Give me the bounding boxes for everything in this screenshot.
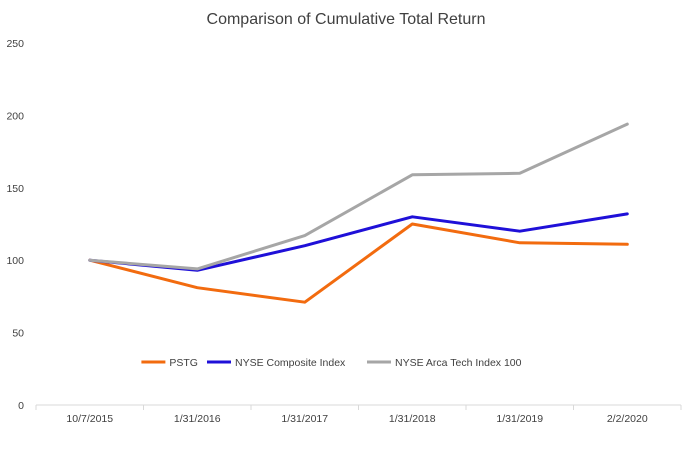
x-tick-label: 1/31/2016	[174, 413, 221, 425]
x-tick-label: 2/2/2020	[607, 413, 648, 425]
y-tick-label: 250	[6, 38, 24, 50]
legend-item: PSTG	[141, 357, 198, 369]
chart-title: Comparison of Cumulative Total Return	[207, 11, 486, 28]
x-tick-label: 10/7/2015	[66, 413, 113, 425]
series-line-pstg	[88, 222, 629, 304]
y-tick-label: 200	[6, 110, 24, 122]
y-tick-label: 100	[6, 255, 24, 267]
y-tick-label: 50	[12, 328, 24, 340]
y-tick-label: 150	[6, 183, 24, 195]
series-lines	[88, 122, 629, 304]
legend-label: NYSE Arca Tech Index 100	[395, 357, 522, 369]
y-axis-ticks: 0 50 100 150 200 250	[6, 38, 24, 412]
x-tick-label: 1/31/2018	[389, 413, 436, 425]
x-tick-label: 1/31/2019	[496, 413, 543, 425]
x-tick-label: 1/31/2017	[281, 413, 328, 425]
legend: PSTG NYSE Composite Index NYSE Arca Tech I…	[141, 357, 522, 369]
legend-item: NYSE Composite Index	[207, 357, 346, 369]
y-tick-label: 0	[18, 400, 24, 412]
series-line-nyse-arca-tech-index-100	[88, 122, 629, 271]
legend-label: NYSE Composite Index	[235, 357, 346, 369]
legend-item: NYSE Arca Tech Index 100	[367, 357, 522, 369]
x-axis-ticks: 10/7/2015 1/31/2016 1/31/2017 1/31/2018 1/31…	[35, 405, 682, 425]
legend-label: PSTG	[169, 357, 198, 369]
